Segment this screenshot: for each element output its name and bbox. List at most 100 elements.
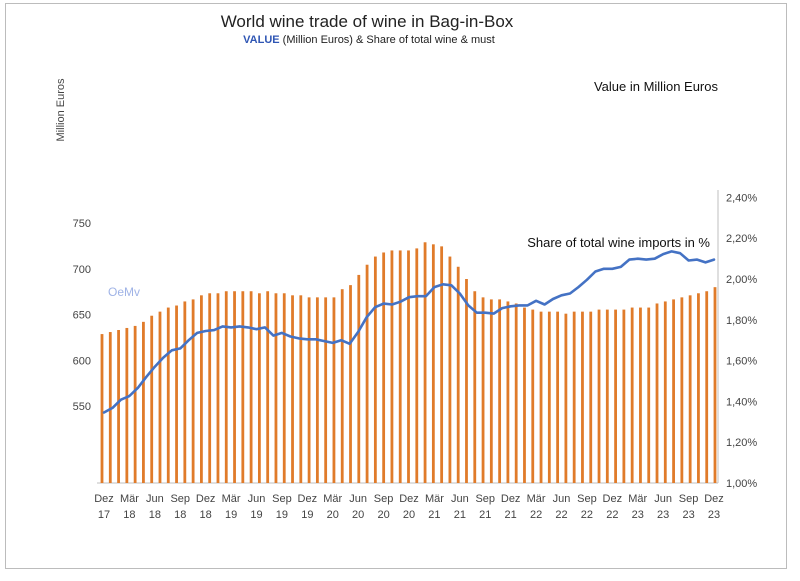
share-bar <box>357 274 361 483</box>
share-bar <box>680 297 684 483</box>
share-bar <box>481 297 485 483</box>
share-bar <box>257 293 261 483</box>
share-bar <box>647 307 651 483</box>
right-tick-label: 2,40% <box>726 192 757 204</box>
x-tick-year: 21 <box>428 509 440 521</box>
share-bar <box>175 305 178 483</box>
share-bar <box>241 291 245 483</box>
share-bar <box>398 250 402 483</box>
left-tick-label: 550 <box>73 401 91 413</box>
share-bar <box>639 307 642 483</box>
share-bar <box>142 321 145 483</box>
share-bar <box>216 293 220 483</box>
x-tick-year: 23 <box>657 509 669 521</box>
right-tick-label: 1,00% <box>726 478 757 490</box>
share-bar <box>614 309 617 483</box>
share-bar <box>448 256 452 483</box>
x-tick-year: 21 <box>479 509 491 521</box>
share-bar <box>556 311 560 483</box>
share-bar <box>597 309 601 483</box>
share-bar <box>423 242 427 483</box>
share-bar <box>183 301 187 483</box>
share-bar <box>498 299 502 483</box>
chart-subtitle: VALUE (Million Euros) & Share of total w… <box>0 34 724 46</box>
chart-frame <box>5 3 787 569</box>
x-tick-year: 20 <box>377 509 389 521</box>
share-bar <box>473 291 477 483</box>
share-bar <box>407 250 410 483</box>
x-tick-month: Sep <box>170 493 190 505</box>
x-tick-month: Dez <box>399 493 419 505</box>
x-tick-year: 20 <box>352 509 364 521</box>
x-tick-year: 19 <box>301 509 313 521</box>
share-bar <box>324 297 328 483</box>
share-bar <box>332 297 336 483</box>
subtitle-bold: VALUE <box>243 34 280 46</box>
share-bar <box>382 252 386 483</box>
x-tick-month: Dez <box>501 493 521 505</box>
x-tick-month: Dez <box>196 493 216 505</box>
share-bar <box>282 293 286 483</box>
share-bar <box>224 291 228 483</box>
share-bar <box>713 287 717 483</box>
x-tick-year: 23 <box>708 509 720 521</box>
share-bar <box>291 295 294 483</box>
share-bar <box>373 256 377 483</box>
share-bar <box>630 307 634 483</box>
x-tick-month: Jun <box>248 493 266 505</box>
share-bar <box>506 301 510 483</box>
left-axis-title: Million Euros <box>55 78 67 141</box>
x-tick-month: Sep <box>272 493 292 505</box>
x-tick-year: 20 <box>327 509 339 521</box>
share-bar <box>340 289 344 483</box>
share-bar <box>233 291 236 483</box>
share-bar <box>117 330 120 483</box>
share-bar <box>166 307 170 483</box>
x-tick-month: Dez <box>94 493 114 505</box>
share-bar <box>125 327 129 483</box>
x-tick-year: 20 <box>403 509 415 521</box>
share-bar <box>133 325 137 483</box>
share-bar <box>581 311 584 483</box>
share-bar <box>456 266 460 483</box>
share-bar <box>564 313 568 483</box>
share-bar <box>315 297 319 483</box>
x-tick-month: Jun <box>349 493 367 505</box>
x-tick-month: Dez <box>298 493 318 505</box>
x-tick-year: 19 <box>250 509 262 521</box>
x-tick-month: Mär <box>222 493 241 505</box>
x-tick-month: Sep <box>577 493 597 505</box>
share-bar <box>100 334 104 483</box>
x-tick-year: 17 <box>98 509 110 521</box>
share-bar <box>531 309 535 483</box>
share-bar <box>489 299 493 483</box>
share-bar <box>150 315 154 483</box>
x-tick-year: 22 <box>530 509 542 521</box>
x-tick-year: 18 <box>200 509 212 521</box>
right-tick-label: 1,40% <box>726 396 757 408</box>
left-tick-label: 750 <box>73 218 91 230</box>
share-bar <box>249 291 253 483</box>
share-bar <box>431 244 435 483</box>
right-tick-label: 1,80% <box>726 315 757 327</box>
x-tick-year: 23 <box>632 509 644 521</box>
x-tick-year: 19 <box>276 509 288 521</box>
x-tick-year: 23 <box>682 509 694 521</box>
x-tick-year: 18 <box>123 509 135 521</box>
left-tick-label: 600 <box>73 355 91 367</box>
x-tick-year: 18 <box>149 509 161 521</box>
x-tick-month: Mär <box>120 493 139 505</box>
share-bar <box>622 309 626 483</box>
x-tick-month: Jun <box>553 493 571 505</box>
left-tick-label: 650 <box>73 310 91 322</box>
share-bar <box>299 295 303 483</box>
share-bar <box>266 291 270 483</box>
chart-title: World wine trade of wine in Bag-in-Box <box>220 12 514 31</box>
share-bar <box>589 311 593 483</box>
share-bar <box>663 301 667 483</box>
share-bar <box>415 248 419 483</box>
share-bar <box>390 250 394 483</box>
share-bar <box>208 293 212 483</box>
share-bar <box>191 299 195 483</box>
